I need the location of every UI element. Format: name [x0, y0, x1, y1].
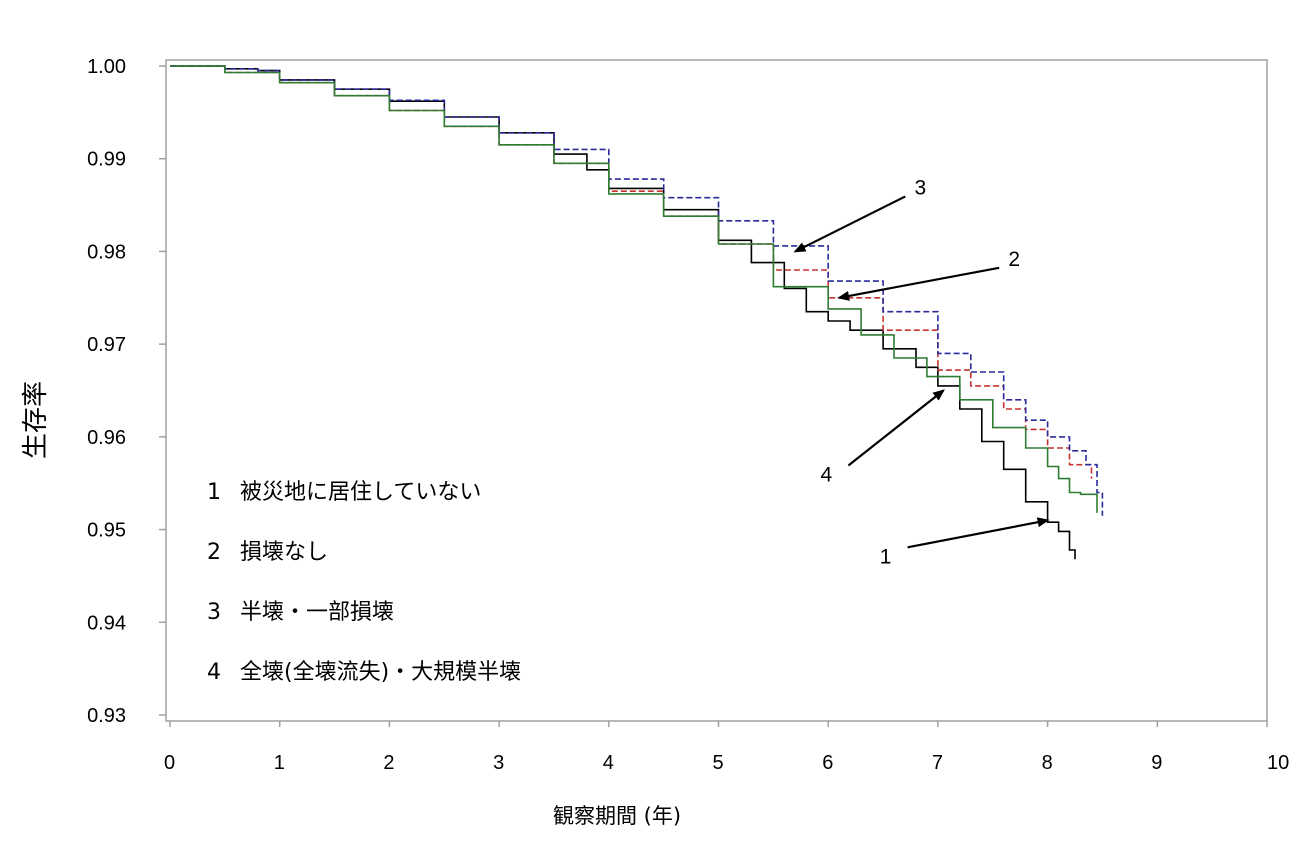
y-tick-label: 0.99 — [87, 149, 126, 171]
y-tick-label: 0.97 — [87, 334, 126, 356]
legend-number: 3 — [207, 600, 221, 625]
series-line-2 — [170, 65, 1093, 479]
series-line-3 — [170, 65, 1104, 516]
callout-arrow-2 — [837, 266, 1000, 301]
y-tick-label: 0.93 — [87, 705, 126, 727]
series-line-4 — [170, 65, 1098, 513]
x-tick-label: 8 — [1042, 752, 1053, 774]
legend-label: 被災地に居住していない — [240, 480, 481, 505]
plot-area-frame — [165, 59, 1268, 722]
legend-number: 2 — [207, 540, 221, 565]
callout-arrow-1 — [907, 517, 1050, 549]
legend-item-3: 3 半壊・一部損壊 — [207, 600, 394, 625]
x-tick-label: 5 — [713, 752, 724, 774]
legend-item-4: 4 全壊(全壊流失)・大規模半壊 — [207, 660, 521, 685]
callout-label-2: 2 — [1008, 248, 1020, 271]
y-tick-label: 1.00 — [87, 56, 126, 78]
x-tick-label: 0 — [164, 752, 175, 774]
x-tick-label: 1 — [274, 752, 285, 774]
callout-label-3: 3 — [914, 176, 926, 199]
legend-number: 1 — [207, 480, 221, 505]
x-axis: 0 1 2 3 4 5 6 7 8 9 10 — [164, 721, 1289, 774]
x-tick-label: 9 — [1151, 752, 1162, 774]
legend-item-2: 2 損壊なし — [207, 540, 328, 565]
legend-number: 4 — [207, 660, 221, 685]
series-layer — [170, 65, 1104, 560]
x-tick-label: 10 — [1267, 752, 1289, 774]
x-tick-label: 4 — [603, 752, 614, 774]
legend-label: 損壊なし — [240, 540, 328, 565]
y-tick-label: 0.96 — [87, 427, 126, 449]
x-tick-label: 7 — [932, 752, 943, 774]
y-axis-title: 生存率 — [21, 381, 51, 459]
callout-arrow-4 — [847, 389, 945, 467]
legend: 1 被災地に居住していない 2 損壊なし 3 半壊・一部損壊 4 全壊(全壊流失… — [207, 480, 521, 685]
x-tick-label: 3 — [493, 752, 504, 774]
y-tick-label: 0.94 — [87, 612, 126, 634]
legend-item-1: 1 被災地に居住していない — [207, 480, 481, 505]
x-tick-label: 6 — [822, 752, 833, 774]
x-axis-title: 観察期間 (年) — [553, 804, 681, 828]
callout-arrow-3 — [793, 195, 906, 253]
legend-label: 全壊(全壊流失)・大規模半壊 — [240, 660, 521, 685]
x-tick-label: 2 — [383, 752, 394, 774]
legend-label: 半壊・一部損壊 — [240, 600, 394, 625]
callout-label-1: 1 — [880, 545, 892, 568]
callout-label-4: 4 — [821, 464, 833, 487]
y-tick-label: 0.98 — [87, 241, 126, 263]
y-axis: 0.93 0.94 0.95 0.96 0.97 0.98 0.99 1.00 — [87, 56, 166, 727]
y-tick-label: 0.95 — [87, 520, 126, 542]
annotation-layer: 1 2 3 4 — [793, 176, 1050, 568]
